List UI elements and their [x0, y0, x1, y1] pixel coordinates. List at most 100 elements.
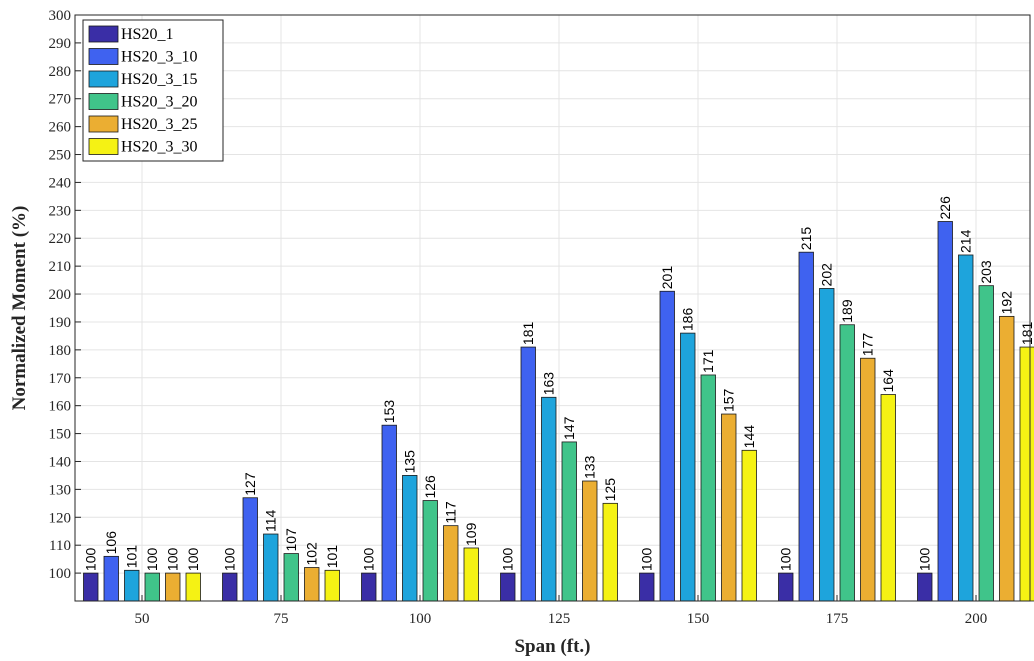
- y-tick-label: 100: [49, 566, 72, 582]
- data-label: 101: [124, 545, 140, 569]
- bar-HS20_3_20-175: [839, 324, 855, 602]
- y-tick-label: 130: [49, 482, 72, 498]
- data-label: 100: [639, 548, 655, 572]
- bar-HS20_3_25-75: [304, 567, 320, 602]
- bar-HS20_3_10-125: [520, 346, 536, 602]
- data-label: 125: [602, 478, 618, 502]
- bar-HS20_3_25-150: [721, 413, 737, 602]
- bar-HS20_3_30-50: [185, 572, 201, 602]
- y-tick-label: 190: [49, 315, 72, 331]
- bar-HS20_3_10-150: [659, 290, 675, 602]
- bar-HS20_1-150: [639, 572, 655, 602]
- data-label: 100: [83, 548, 99, 572]
- bar-HS20_3_15-175: [819, 288, 835, 602]
- y-tick-label: 290: [49, 36, 72, 52]
- data-label: 192: [999, 291, 1015, 315]
- legend-label: HS20_3_15: [121, 71, 197, 88]
- data-label: 189: [839, 299, 855, 323]
- bars: [83, 221, 1034, 602]
- bar-HS20_3_25-175: [860, 357, 876, 602]
- legend-swatch: [88, 25, 119, 43]
- data-label: 163: [541, 372, 557, 396]
- legend-label: HS20_1: [121, 26, 173, 43]
- legend-label: HS20_3_25: [121, 116, 197, 133]
- bar-HS20_3_10-200: [937, 221, 953, 602]
- bar-HS20_3_30-150: [741, 449, 757, 602]
- data-label: 109: [463, 522, 479, 546]
- data-label: 100: [165, 548, 181, 572]
- data-label: 114: [263, 509, 279, 532]
- legend-swatch: [88, 93, 119, 110]
- data-label: 102: [304, 542, 320, 566]
- bar-HS20_3_30-125: [602, 502, 618, 602]
- y-tick-label: 110: [49, 538, 71, 554]
- x-tick-labels: 50 75 100 125 150 175 200: [135, 595, 988, 627]
- bar-HS20_3_25-125: [582, 480, 598, 602]
- x-tick-label: 100: [409, 611, 432, 627]
- legend-swatch: [88, 48, 119, 65]
- x-tick-label: 125: [548, 611, 571, 627]
- y-tick-label: 150: [49, 427, 72, 443]
- data-label: 202: [819, 263, 835, 287]
- x-axis-title: Span (ft.): [514, 636, 590, 657]
- grid-lines: [75, 14, 1030, 601]
- bar-HS20_3_30-100: [463, 547, 479, 602]
- bar-HS20_3_30-200: [1019, 346, 1034, 602]
- data-label: 133: [582, 455, 598, 479]
- legend: HS20_1 HS20_3_10 HS20_3_15 HS20_3_20 HS20_3_…: [82, 19, 224, 162]
- bar-HS20_3_30-75: [324, 569, 340, 602]
- data-label: 100: [917, 548, 933, 572]
- data-label: 214: [958, 229, 974, 253]
- legend-swatch: [88, 115, 119, 133]
- legend-swatch: [88, 138, 119, 155]
- bar-HS20_1-200: [917, 572, 933, 602]
- y-tick-label: 180: [49, 343, 72, 359]
- y-tick-label: 200: [49, 287, 72, 303]
- bar-HS20_1-125: [500, 572, 516, 602]
- x-tick-label: 175: [826, 611, 849, 627]
- data-label: 117: [443, 501, 459, 524]
- y-tick-label: 170: [49, 371, 72, 387]
- y-tick-label: 160: [49, 399, 72, 415]
- bar-HS20_3_15-50: [124, 569, 140, 602]
- bar-HS20_3_25-50: [165, 572, 181, 602]
- data-label: 144: [741, 425, 757, 449]
- data-label: 107: [283, 528, 299, 552]
- data-label: 157: [721, 388, 737, 412]
- bar-HS20_3_20-75: [283, 553, 299, 602]
- data-label: 147: [561, 416, 577, 440]
- data-label: 101: [324, 545, 340, 569]
- bar-HS20_3_20-150: [700, 374, 716, 602]
- x-tick-label: 50: [135, 611, 150, 627]
- bar-HS20_3_15-75: [263, 533, 279, 602]
- data-label: 127: [242, 472, 258, 496]
- data-label: 203: [978, 260, 994, 284]
- y-axis-title: Normalized Moment (%): [9, 206, 30, 411]
- bar-HS20_3_15-150: [680, 332, 696, 602]
- y-tick-label: 210: [49, 259, 72, 275]
- y-tick-label: 280: [49, 64, 72, 80]
- plot-frame: [74, 14, 1031, 602]
- legend-box: [82, 19, 224, 162]
- data-label: 126: [422, 475, 438, 499]
- y-tick-label: 240: [49, 175, 72, 191]
- data-label: 164: [880, 369, 896, 393]
- legend-swatch: [88, 70, 119, 88]
- data-label: 215: [798, 227, 814, 251]
- bar-HS20_3_10-50: [103, 555, 119, 602]
- data-labels: 100 100 100 100 100 100 1001061271531812012152…: [83, 196, 1034, 571]
- bar-HS20_1-175: [778, 572, 794, 602]
- bar-HS20_3_20-100: [422, 500, 438, 602]
- bar-HS20_3_15-100: [402, 475, 418, 602]
- y-tick-label: 270: [49, 92, 72, 108]
- data-label: 100: [222, 548, 238, 572]
- x-tick-label: 200: [965, 611, 988, 627]
- bar-HS20_3_20-50: [144, 572, 160, 602]
- bar-HS20_3_30-175: [880, 394, 896, 602]
- y-tick-label: 300: [49, 8, 72, 24]
- data-label: 135: [402, 450, 418, 474]
- legend-label: HS20_3_20: [121, 94, 197, 111]
- data-label: 100: [185, 548, 201, 572]
- data-label: 100: [144, 548, 160, 572]
